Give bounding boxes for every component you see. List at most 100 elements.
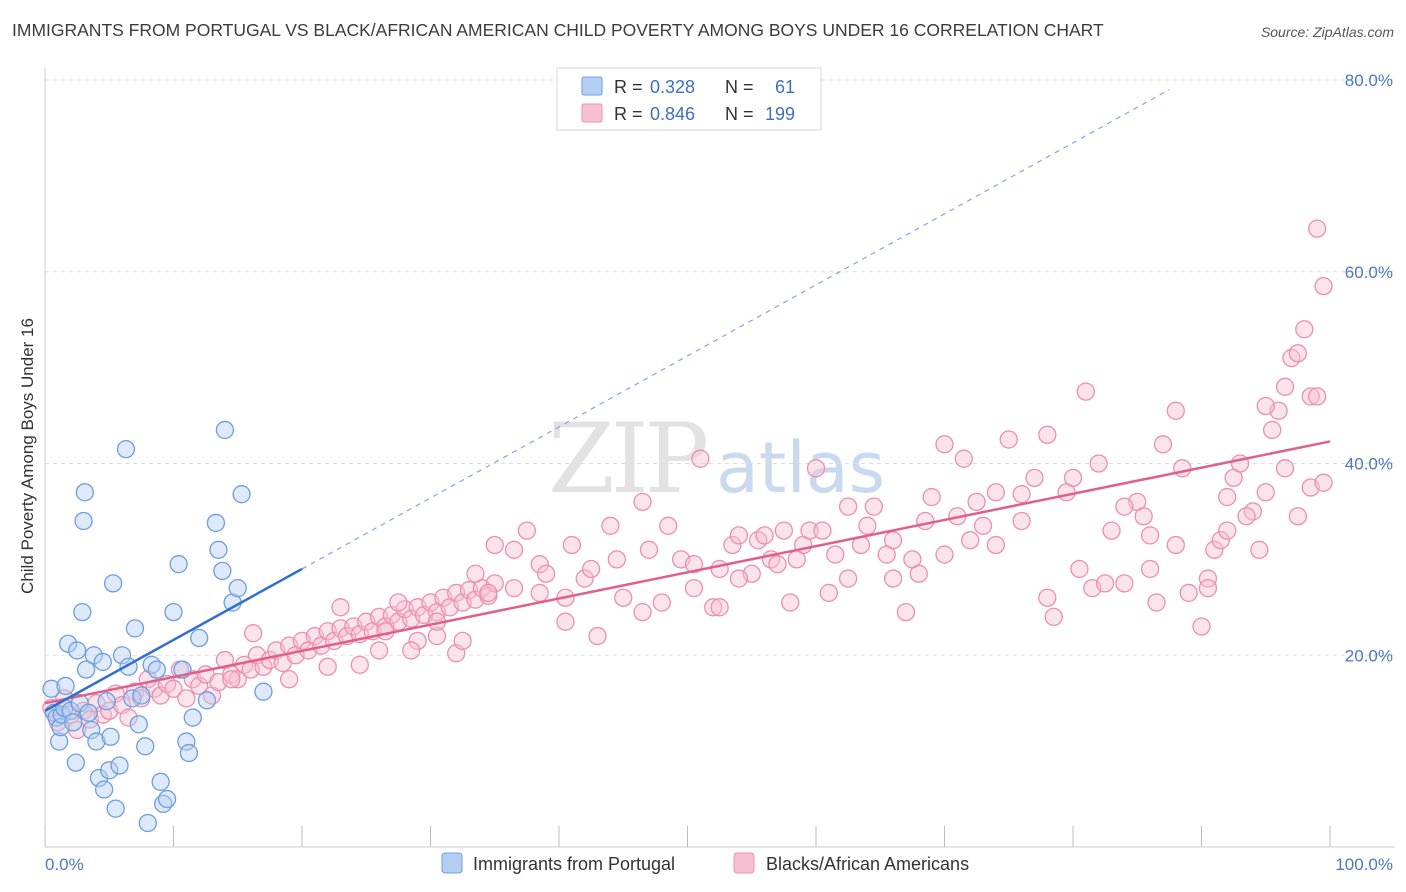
portugal-point-30 [110, 756, 129, 775]
blacks-point-138 [1089, 454, 1108, 473]
blacks-point-87 [556, 612, 575, 631]
blacks-point-171 [1314, 473, 1333, 492]
blacks-point-202 [530, 583, 549, 603]
blacks-point-198 [633, 492, 652, 512]
bottom-legend-swatch-portugal [441, 852, 463, 874]
portugal-point-42 [151, 772, 170, 791]
blacks-point-97 [684, 578, 704, 598]
portugal-point-52 [197, 691, 217, 710]
blacks-point-77 [389, 593, 408, 612]
legend-r-label-portugal: R = [614, 77, 643, 97]
y-tick-label-20: 20.0% [1345, 646, 1393, 665]
portugal-point-17 [76, 660, 96, 679]
portugal-point-27 [101, 727, 120, 746]
blacks-point-116 [858, 516, 877, 535]
blacks-point-98 [691, 449, 710, 468]
blacks-point-99 [704, 598, 723, 617]
portugal-point-54 [209, 540, 228, 559]
blacks-point-85 [530, 555, 549, 574]
blacks-point-114 [838, 569, 858, 588]
blacks-point-76 [369, 641, 389, 660]
portugal-point-55 [213, 561, 232, 581]
blacks-point-111 [806, 459, 826, 478]
portugal-point-31 [112, 646, 132, 665]
portugal-point-18 [79, 703, 98, 722]
blacks-point-186 [935, 545, 954, 564]
blacks-point-191 [813, 521, 832, 540]
blacks-point-182 [1038, 588, 1057, 607]
blacks-point-207 [402, 641, 421, 660]
blacks-point-100 [710, 559, 729, 579]
blacks-point-169 [1288, 507, 1308, 526]
blacks-point-187 [909, 564, 928, 583]
portugal-point-20 [84, 646, 103, 665]
blacks-point-101 [723, 535, 742, 555]
portugal-point-51 [190, 628, 209, 648]
blacks-point-108 [781, 593, 800, 612]
blacks-point-161 [1275, 377, 1295, 396]
blacks-point-188 [883, 531, 903, 550]
portugal-point-35 [125, 619, 145, 638]
x-tick-label-max: 100.0% [1335, 855, 1393, 874]
portugal-point-58 [228, 578, 247, 598]
blacks-point-185 [961, 531, 980, 550]
blacks-point-157 [1250, 540, 1269, 559]
blacks-point-130 [1012, 485, 1031, 504]
blacks-point-23 [190, 676, 209, 696]
portugal-point-44 [157, 789, 177, 809]
bottom-legend-label-portugal: Immigrants from Portugal [473, 854, 675, 874]
blacks-point-83 [504, 578, 524, 598]
bottom-legend-swatch-blacks [733, 852, 755, 874]
watermark-atlas: atlas [716, 427, 885, 509]
blacks-point-90 [588, 626, 607, 646]
portugal-point-14 [73, 602, 92, 622]
portugal-point-45 [164, 602, 183, 622]
blacks-point-136 [1076, 382, 1095, 401]
portugal-point-7 [56, 676, 75, 696]
portugal-point-36 [129, 715, 148, 734]
portugal-point-59 [232, 485, 251, 504]
portugal-point-24 [94, 780, 114, 799]
blacks-point-106 [768, 555, 787, 574]
legend-n-label-portugal: N = [725, 77, 754, 97]
blacks-point-150 [1198, 569, 1218, 588]
portugal-point-53 [206, 513, 226, 533]
blacks-point-208 [376, 622, 395, 641]
blacks-point-174 [1237, 507, 1256, 526]
blacks-point-82 [485, 535, 504, 555]
blacks-point-110 [800, 521, 819, 540]
portugal-point-48 [177, 732, 196, 751]
blacks-point-164 [1295, 320, 1314, 339]
portugal-point-15 [74, 511, 93, 531]
blacks-point-79 [427, 626, 447, 646]
blacks-point-78 [408, 631, 427, 651]
blacks-point-190 [838, 497, 858, 516]
blacks-point-121 [916, 511, 935, 531]
legend-n-value-portugal: 61 [775, 77, 795, 97]
portugal-point-37 [132, 686, 151, 705]
blacks-point-197 [659, 516, 678, 535]
legend-n-label-blacks: N = [725, 104, 754, 124]
blacks-point-132 [1038, 425, 1057, 444]
legend-r-label-blacks: R = [614, 104, 643, 124]
trendlines [44, 89, 1331, 712]
portugal-point-49 [179, 743, 199, 763]
portugal-point-32 [116, 439, 136, 459]
blacks-point-81 [466, 564, 485, 583]
blacks-point-165 [1301, 387, 1320, 406]
blacks-point-92 [614, 588, 633, 607]
legend-swatch-blacks [581, 103, 603, 123]
portugal-point-41 [147, 660, 166, 679]
portugal-point-23 [93, 652, 112, 672]
blacks-point-102 [729, 526, 749, 545]
blacks-point-84 [517, 521, 537, 540]
blacks-point-194 [729, 569, 749, 588]
blacks-point-19 [164, 679, 183, 698]
blacks-point-145 [1153, 435, 1173, 454]
legend-r-value-portugal: 0.328 [650, 77, 695, 97]
blacks-point-146 [1166, 401, 1185, 420]
blacks-point-179 [1115, 497, 1134, 516]
chart-title: IMMIGRANTS FROM PORTUGAL VS BLACK/AFRICA… [12, 20, 1104, 40]
portugal-point-11 [66, 753, 85, 772]
